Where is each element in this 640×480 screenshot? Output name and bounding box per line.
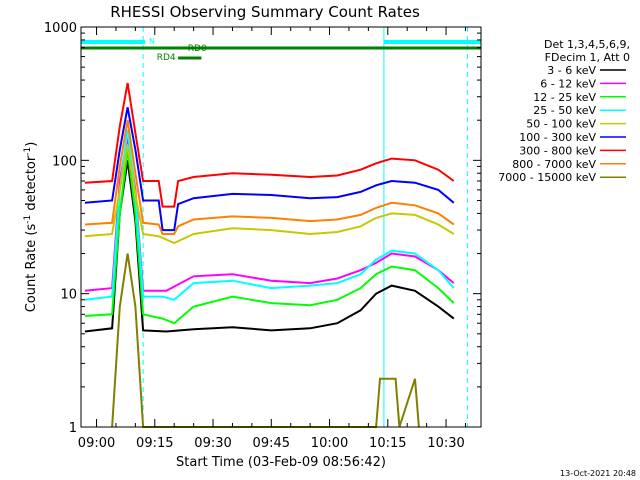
x-tick-label: 10:30 <box>427 436 464 451</box>
legend-header: Det 1,3,4,5,6,9, <box>544 38 630 51</box>
y-tick-label: 100 <box>52 154 77 169</box>
series-line-7 <box>84 82 455 208</box>
legend: Det 1,3,4,5,6,9,FDecim 1, Att 03 - 6 keV… <box>498 38 630 184</box>
legend-header: FDecim 1, Att 0 <box>545 51 630 64</box>
series-line-8 <box>84 120 455 235</box>
x-axis: 09:00 09:15 09:30 09:45 10:00 10:15 10:30 <box>78 27 466 451</box>
rd4-label: RD4 <box>157 53 176 63</box>
y-tick-label: 10 <box>60 288 77 303</box>
x-tick-label: 10:00 <box>311 436 348 451</box>
series-line-6 <box>84 107 455 232</box>
series-line-4 <box>84 129 455 301</box>
y-tick-label: 1000 <box>44 21 77 36</box>
x-tick-label: 09:15 <box>136 436 173 451</box>
legend-label: 6 - 12 keV <box>540 77 596 90</box>
x-axis-label: Start Time (03-Feb-09 08:56:42) <box>176 455 386 470</box>
x-tick-label: 09:45 <box>253 436 290 451</box>
series-line-5 <box>84 144 455 245</box>
legend-label: 7000 - 15000 keV <box>498 171 596 184</box>
legend-label: 300 - 800 keV <box>519 144 596 157</box>
rd0-label: RD0 <box>188 44 207 54</box>
chart-title: RHESSI Observing Summary Count Rates <box>110 3 420 21</box>
legend-label: 800 - 7000 keV <box>512 158 596 171</box>
legend-label: 100 - 300 keV <box>519 131 596 144</box>
timestamp: 13-Oct-2021 20:48 <box>560 469 636 478</box>
x-tick-label: 10:15 <box>369 436 406 451</box>
legend-label: 3 - 6 keV <box>547 64 596 77</box>
legend-label: 50 - 100 keV <box>526 118 596 131</box>
plot-frame <box>80 26 482 428</box>
night-label: N <box>149 37 155 46</box>
series-line-1 <box>84 160 455 333</box>
y-tick-label: 1 <box>69 421 77 436</box>
legend-label: 12 - 25 keV <box>533 91 596 104</box>
y-axis: 1 10 100 1000 <box>44 21 481 436</box>
legend-label: 25 - 50 keV <box>533 104 596 117</box>
x-tick-label: 09:30 <box>194 436 231 451</box>
y-axis-label: Count Rate (s-1 detector-1) <box>23 142 39 313</box>
x-tick-label: 09:00 <box>78 436 115 451</box>
